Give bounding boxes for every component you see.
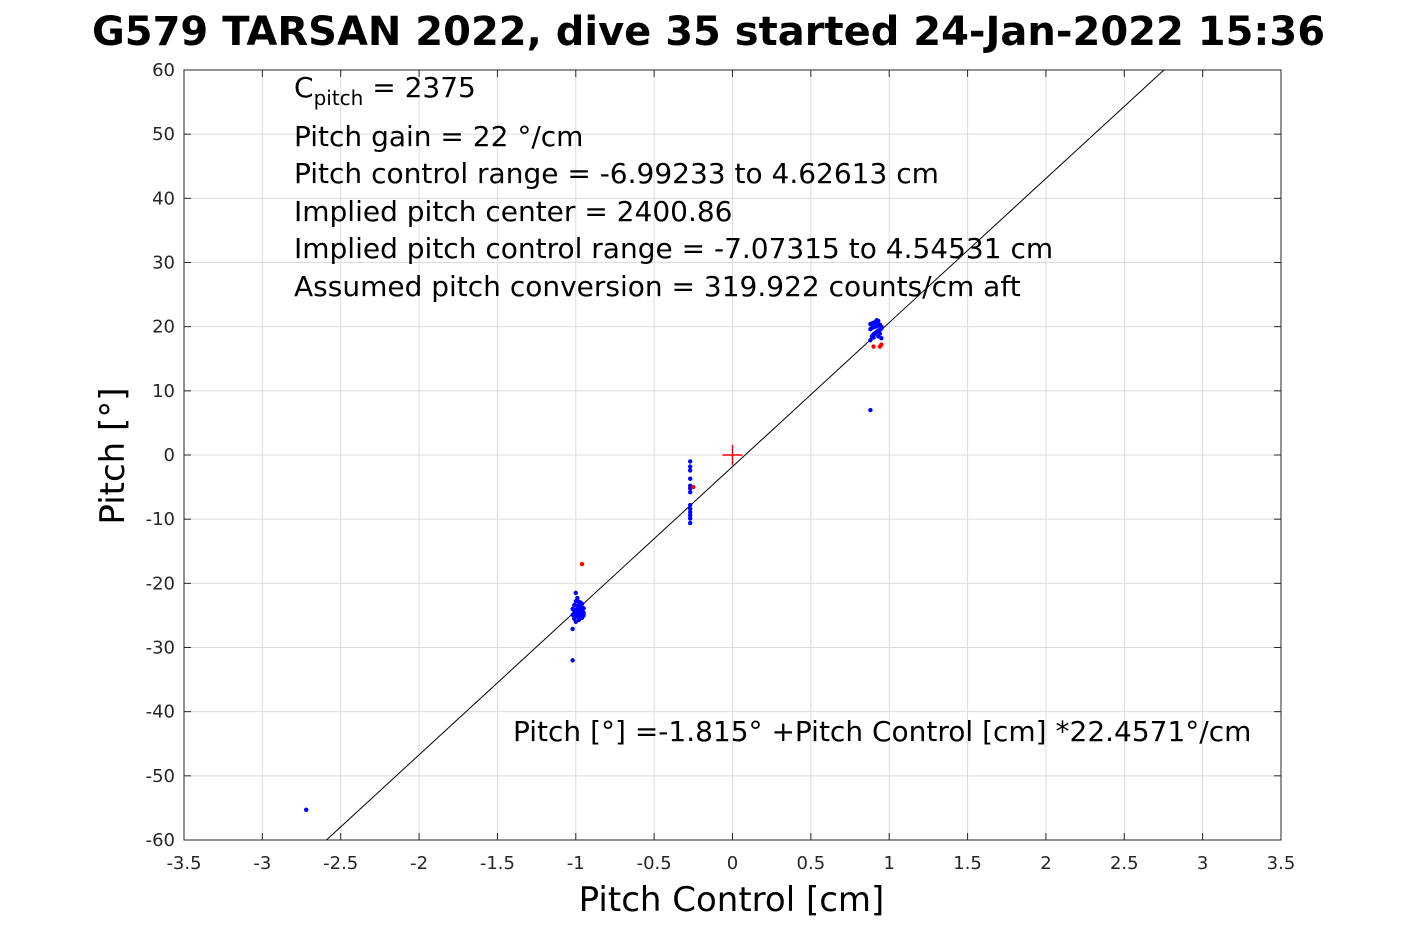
data-point <box>687 506 693 512</box>
fit-line-group <box>325 70 1165 840</box>
y-tick-label: -50 <box>146 766 175 787</box>
data-point <box>687 520 693 526</box>
data-point <box>687 502 693 508</box>
x-tick-label: 2.5 <box>1110 853 1139 874</box>
data-point <box>573 619 578 625</box>
data-point <box>691 484 696 490</box>
data-point <box>570 612 575 617</box>
data-point <box>579 561 585 567</box>
x-tick-label: 1.5 <box>953 853 982 874</box>
cpitch-symbol: C <box>294 71 314 104</box>
x-tick-label: -1 <box>567 853 585 874</box>
x-tick-label: 0 <box>727 853 738 874</box>
y-axis-label: Pitch [°] <box>93 387 133 525</box>
data-point <box>570 626 575 632</box>
data-point <box>687 509 693 515</box>
fit-line <box>325 70 1165 840</box>
data-point <box>687 459 693 464</box>
data-point <box>687 464 693 469</box>
x-tick-label: -3 <box>253 853 271 874</box>
pitch-gain-annotation: Pitch gain = 22 °/cm <box>294 120 584 153</box>
y-tick-label: -10 <box>146 509 175 530</box>
pitch-conversion-annotation: Assumed pitch conversion = 319.922 count… <box>294 270 1021 303</box>
data-points <box>304 318 884 813</box>
pitch-control-range-annotation: Pitch control range = -6.99233 to 4.6261… <box>294 157 939 190</box>
cpitch-annotation: Cpitch = 2375 <box>294 71 476 109</box>
y-tick-label: 10 <box>152 381 175 402</box>
data-point <box>879 336 884 341</box>
y-tick-label: 20 <box>152 317 175 338</box>
x-tick-label: 1 <box>883 853 894 874</box>
axis-ticks: -3.5 -3 -2.5 -2 -1.5 -1 -0.5 0 0.5 1 1.5 2 2.5 3 3.5 60… <box>146 60 1296 874</box>
data-point <box>581 610 586 616</box>
y-tick-label: -20 <box>146 573 175 594</box>
data-point <box>871 344 876 349</box>
cpitch-subscript: pitch <box>313 86 364 110</box>
y-tick-label: 50 <box>152 124 175 145</box>
x-tick-label: -3.5 <box>166 853 201 874</box>
data-point <box>868 407 873 413</box>
data-point <box>570 658 575 663</box>
x-tick-label: 0.5 <box>797 853 826 874</box>
y-tick-label: -40 <box>146 702 175 723</box>
data-point <box>871 335 876 340</box>
data-point <box>687 516 693 521</box>
fit-equation-label: Pitch [°] =-1.815° +Pitch Control [cm] *… <box>513 715 1252 748</box>
data-point <box>304 807 309 813</box>
y-tick-label: -60 <box>146 830 175 851</box>
x-tick-label: 3.5 <box>1267 853 1296 874</box>
x-tick-label: -2.5 <box>323 853 358 874</box>
data-point <box>687 513 693 518</box>
y-tick-label: 30 <box>152 253 175 274</box>
y-tick-label: -30 <box>146 638 175 659</box>
data-point <box>879 324 884 329</box>
data-point <box>573 590 578 596</box>
cpitch-value: = 2375 <box>363 71 476 104</box>
x-tick-label: 2 <box>1040 853 1051 874</box>
implied-pitch-center-annotation: Implied pitch center = 2400.86 <box>294 195 733 228</box>
x-tick-label: -0.5 <box>637 853 672 874</box>
y-axis-label-wrap: Pitch [°] <box>93 319 133 524</box>
implied-pitch-range-annotation: Implied pitch control range = -7.07315 t… <box>294 232 1054 265</box>
data-point <box>687 468 693 473</box>
data-point <box>687 476 693 481</box>
x-tick-label: 3 <box>1197 853 1208 874</box>
y-tick-label: 40 <box>152 188 175 209</box>
x-axis-label: Pitch Control [cm] <box>578 880 885 920</box>
y-tick-label: 0 <box>164 445 175 466</box>
y-tick-label: 60 <box>152 60 175 81</box>
data-point <box>874 318 879 323</box>
data-point <box>868 337 873 343</box>
x-tick-label: -1.5 <box>480 853 515 874</box>
chart-title: G579 TARSAN 2022, dive 35 started 24-Jan… <box>91 9 1326 55</box>
x-tick-label: -2 <box>410 853 428 874</box>
data-point <box>687 490 693 495</box>
data-point <box>879 342 884 347</box>
center-marker-group <box>722 445 743 465</box>
